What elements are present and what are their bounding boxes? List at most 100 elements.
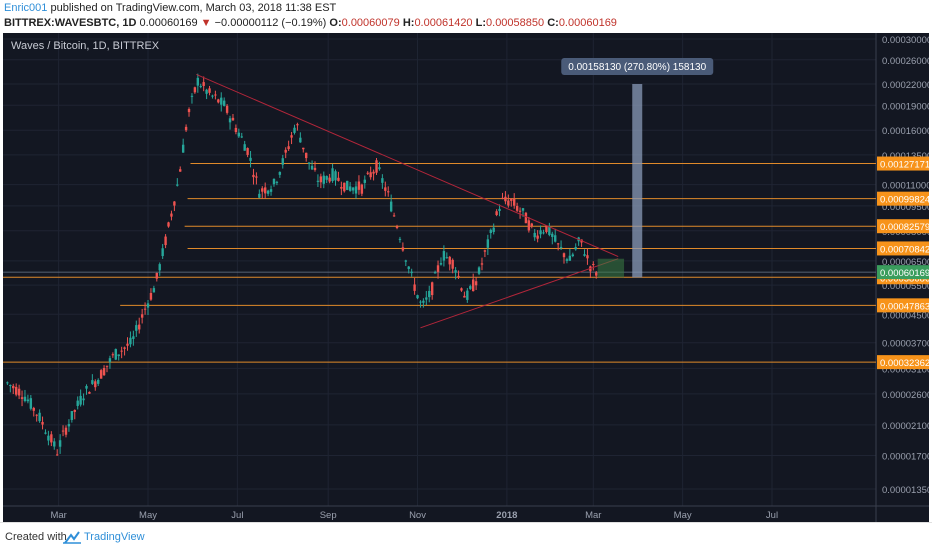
- candle-body: [202, 82, 205, 86]
- level-price-label-bg: [877, 241, 929, 256]
- candle-body: [340, 186, 343, 189]
- author-link[interactable]: Enric001: [4, 2, 48, 14]
- candle-body: [214, 94, 217, 96]
- candle-body: [108, 358, 112, 362]
- candle-body: [249, 157, 252, 161]
- last-price-label: 0.00060169: [880, 268, 929, 279]
- candle-body: [433, 272, 437, 274]
- y-tick-label: 0.00004500: [882, 310, 929, 321]
- candle-body: [492, 227, 495, 232]
- entry-zone-box: [597, 258, 625, 278]
- candle-body: [363, 179, 366, 183]
- candle-body: [571, 254, 574, 257]
- candle-body: [428, 290, 431, 298]
- candle-body: [91, 380, 94, 384]
- candle-body: [269, 189, 273, 192]
- y-tick-label: 0.00026000: [882, 56, 929, 67]
- candle-body: [293, 127, 296, 133]
- x-tick-label: Mar: [50, 510, 66, 521]
- candle-body: [14, 386, 18, 395]
- candle-body: [275, 181, 279, 183]
- low-value: 0.00058850: [486, 17, 545, 29]
- candle-body: [173, 201, 176, 206]
- candle-body: [530, 223, 533, 226]
- candle-body: [120, 350, 123, 352]
- candle-body: [272, 178, 276, 185]
- candle-body: [498, 208, 501, 211]
- price-chart[interactable]: Waves / Bitcoin, 1D, BITTREX 0.00030000 0.…: [3, 33, 932, 522]
- candle-body: [416, 295, 419, 299]
- candle-body: [237, 132, 241, 137]
- candle-body: [480, 263, 484, 265]
- candle-body: [32, 407, 35, 411]
- candle-body: [425, 297, 428, 300]
- candle-body: [389, 201, 393, 212]
- x-tick-label: May: [139, 510, 157, 521]
- candle-body: [61, 430, 65, 432]
- close-value: 0.00060169: [558, 17, 617, 29]
- candle-body: [539, 230, 542, 235]
- candle-body: [263, 187, 267, 194]
- candle-body: [161, 248, 164, 257]
- candle-body: [184, 126, 188, 131]
- candle-body: [334, 171, 337, 181]
- candle-body: [99, 370, 103, 379]
- candle-body: [527, 220, 531, 231]
- candle-body: [132, 336, 135, 339]
- candle-body: [97, 379, 100, 384]
- candle-body: [328, 177, 331, 182]
- candle-body: [231, 117, 235, 121]
- candle-body: [351, 187, 355, 191]
- y-tick-label: 0.00009500: [882, 202, 929, 213]
- candle-body: [413, 284, 416, 291]
- candle-body: [240, 136, 243, 138]
- high-value: 0.00061420: [414, 17, 473, 29]
- candle-body: [290, 135, 293, 138]
- candle-body: [55, 454, 59, 456]
- tradingview-brand[interactable]: TradingView: [84, 531, 145, 543]
- candle-body: [513, 198, 516, 206]
- candle-body: [252, 174, 255, 178]
- lower-trendline: [420, 258, 619, 329]
- y-tick-label: 0.00030000: [882, 35, 929, 46]
- chart-header: Enric001 published on TradingView.com, M…: [0, 0, 932, 32]
- y-tick-label: 0.00003100: [882, 364, 929, 375]
- candle-body: [88, 391, 91, 394]
- chart-area[interactable]: Waves / Bitcoin, 1D, BITTREX 0.00030000 0.…: [3, 33, 932, 522]
- candle-body: [457, 275, 460, 277]
- close-label: C:: [547, 17, 559, 29]
- candle-body: [548, 226, 551, 235]
- candle-body: [35, 414, 38, 416]
- candle-body: [545, 225, 548, 232]
- candle-body: [220, 97, 223, 105]
- candle-body: [67, 424, 71, 427]
- candle-body: [26, 399, 30, 402]
- candle-body: [305, 152, 308, 159]
- high-label: H:: [402, 17, 415, 29]
- candle-body: [387, 191, 390, 193]
- level-price-label-bg: [877, 298, 929, 313]
- level-price-label-bg: [877, 355, 929, 370]
- candle-body: [266, 190, 270, 194]
- candle-body: [483, 250, 487, 252]
- publish-line: Enric001 published on TradingView.com, M…: [4, 2, 336, 14]
- candle-body: [357, 181, 361, 190]
- candle-body: [346, 180, 349, 190]
- x-tick-label: Jul: [766, 510, 778, 521]
- candle-body: [261, 188, 264, 192]
- candle-body: [12, 385, 15, 389]
- candle-body: [466, 290, 469, 300]
- candle-body: [79, 395, 82, 405]
- candle-body: [521, 208, 525, 211]
- candle-body: [126, 343, 129, 346]
- candle-body: [366, 172, 369, 174]
- candle-body: [140, 314, 144, 318]
- candle-body: [47, 435, 50, 441]
- created-with-text: Created with: [5, 531, 67, 543]
- candle-body: [234, 127, 238, 133]
- projection-label-bg: [561, 58, 714, 76]
- candle-body: [196, 77, 200, 86]
- candle-body: [158, 264, 161, 271]
- candle-body: [164, 236, 167, 246]
- candle-body: [287, 146, 290, 150]
